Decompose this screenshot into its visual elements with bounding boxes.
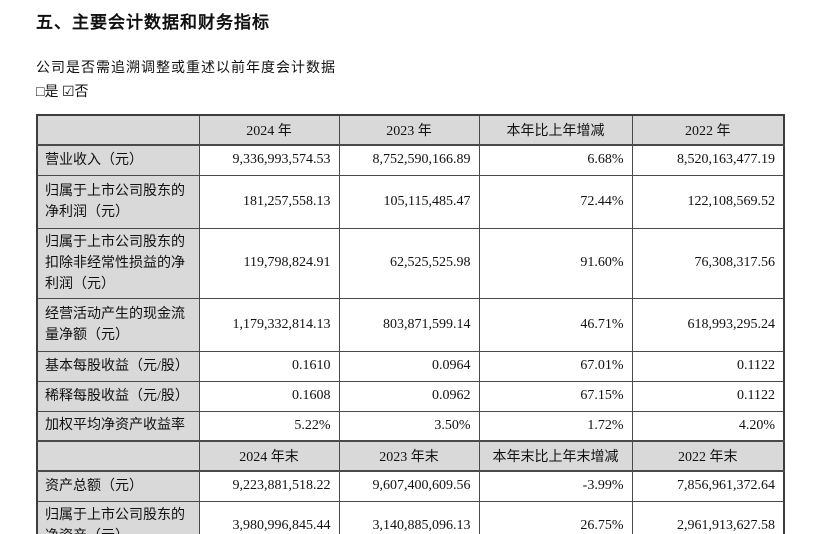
table-row-revenue: 营业收入（元） 9,336,993,574.53 8,752,590,166.8… xyxy=(36,144,785,176)
row-label-cell: 归属于上市公司股东的净利润（元） xyxy=(36,174,200,229)
column-header-2022-end: 2022 年末 xyxy=(631,440,785,472)
annual-header-row: 2024 年 2023 年 本年比上年增减 2022 年 xyxy=(36,114,785,146)
value-cell-2023: 3.50% xyxy=(338,410,480,442)
period-end-header-row: 2024 年末 2023 年末 本年末比上年末增减 2022 年末 xyxy=(36,440,785,472)
value-cell-change: 1.72% xyxy=(478,410,633,442)
table-row-basic-eps: 基本每股收益（元/股） 0.1610 0.0964 67.01% 0.1122 xyxy=(36,350,785,382)
value-cell-2022: 618,993,295.24 xyxy=(631,297,785,352)
restatement-answer: □是 ☑否 xyxy=(36,84,838,102)
value-cell-2024: 1,179,332,814.13 xyxy=(198,297,340,352)
value-cell-2022: 7,856,961,372.64 xyxy=(631,470,785,502)
value-cell-2024: 119,798,824.91 xyxy=(198,227,340,299)
column-header-2023-end: 2023 年末 xyxy=(338,440,480,472)
section-title: 五、主要会计数据和财务指标 xyxy=(36,13,270,32)
row-label-cell: 基本每股收益（元/股） xyxy=(36,350,200,382)
value-cell-2022: 122,108,569.52 xyxy=(631,174,785,229)
value-cell-2022: 8,520,163,477.19 xyxy=(631,144,785,176)
row-label-cell: 营业收入（元） xyxy=(36,144,200,176)
column-header-2024: 2024 年 xyxy=(198,114,340,146)
value-cell-change: -3.99% xyxy=(478,470,633,502)
value-cell-2024: 9,223,881,518.22 xyxy=(198,470,340,502)
value-cell-2022: 2,961,913,627.58 xyxy=(631,500,785,534)
value-cell-change: 26.75% xyxy=(478,500,633,534)
column-header-end-change: 本年末比上年末增减 xyxy=(478,440,633,472)
table-row-weighted-avg-roe: 加权平均净资产收益率 5.22% 3.50% 1.72% 4.20% xyxy=(36,410,785,442)
column-header-2024-end: 2024 年末 xyxy=(198,440,340,472)
row-label-cell: 加权平均净资产收益率 xyxy=(36,410,200,442)
checkbox-no-label: 否 xyxy=(74,85,89,100)
value-cell-2023: 105,115,485.47 xyxy=(338,174,480,229)
table-row-total-assets: 资产总额（元） 9,223,881,518.22 9,607,400,609.5… xyxy=(36,470,785,502)
value-cell-change: 72.44% xyxy=(478,174,633,229)
value-cell-2023: 62,525,525.98 xyxy=(338,227,480,299)
value-cell-2023: 803,871,599.14 xyxy=(338,297,480,352)
checkbox-no-icon: ☑ xyxy=(61,85,75,100)
value-cell-change: 91.60% xyxy=(478,227,633,299)
value-cell-2024: 3,980,996,845.44 xyxy=(198,500,340,534)
column-header-yoy-change: 本年比上年增减 xyxy=(478,114,633,146)
restatement-question: 公司是否需追溯调整或重述以前年度会计数据 xyxy=(36,61,336,76)
row-label-cell: 归属于上市公司股东的扣除非经常性损益的净利润（元） xyxy=(36,227,200,299)
table-row-net-profit: 归属于上市公司股东的净利润（元） 181,257,558.13 105,115,… xyxy=(36,174,785,229)
table-row-net-profit-excl-nonrecurring: 归属于上市公司股东的扣除非经常性损益的净利润（元） 119,798,824.91… xyxy=(36,227,785,299)
value-cell-2023: 0.0964 xyxy=(338,350,480,382)
header-empty-cell xyxy=(36,114,200,146)
value-cell-2023: 8,752,590,166.89 xyxy=(338,144,480,176)
value-cell-2024: 9,336,993,574.53 xyxy=(198,144,340,176)
value-cell-change: 67.01% xyxy=(478,350,633,382)
checkbox-yes-label: 是 xyxy=(44,85,59,100)
value-cell-2023: 0.0962 xyxy=(338,380,480,412)
column-header-2022: 2022 年 xyxy=(631,114,785,146)
value-cell-change: 67.15% xyxy=(478,380,633,412)
value-cell-2022: 0.1122 xyxy=(631,380,785,412)
value-cell-change: 6.68% xyxy=(478,144,633,176)
value-cell-2023: 3,140,885,096.13 xyxy=(338,500,480,534)
row-label-cell: 稀释每股收益（元/股） xyxy=(36,380,200,412)
value-cell-2024: 0.1610 xyxy=(198,350,340,382)
value-cell-2022: 0.1122 xyxy=(631,350,785,382)
table-row-diluted-eps: 稀释每股收益（元/股） 0.1608 0.0962 67.15% 0.1122 xyxy=(36,380,785,412)
value-cell-2024: 181,257,558.13 xyxy=(198,174,340,229)
financial-indicators-table: 2024 年 2023 年 本年比上年增减 2022 年 营业收入（元） 9,3… xyxy=(36,114,785,534)
column-header-2023: 2023 年 xyxy=(338,114,480,146)
value-cell-2024: 0.1608 xyxy=(198,380,340,412)
value-cell-2024: 5.22% xyxy=(198,410,340,442)
checkbox-yes-icon: □ xyxy=(36,85,45,100)
value-cell-change: 46.71% xyxy=(478,297,633,352)
value-cell-2022: 76,308,317.56 xyxy=(631,227,785,299)
row-label-cell: 归属于上市公司股东的净资产（元） xyxy=(36,500,200,534)
header-empty-cell xyxy=(36,440,200,472)
row-label-cell: 资产总额（元） xyxy=(36,470,200,502)
table-row-net-assets: 归属于上市公司股东的净资产（元） 3,980,996,845.44 3,140,… xyxy=(36,500,785,534)
value-cell-2023: 9,607,400,609.56 xyxy=(338,470,480,502)
row-label-cell: 经营活动产生的现金流量净额（元） xyxy=(36,297,200,352)
table-row-operating-cash-flow: 经营活动产生的现金流量净额（元） 1,179,332,814.13 803,87… xyxy=(36,297,785,352)
value-cell-2022: 4.20% xyxy=(631,410,785,442)
